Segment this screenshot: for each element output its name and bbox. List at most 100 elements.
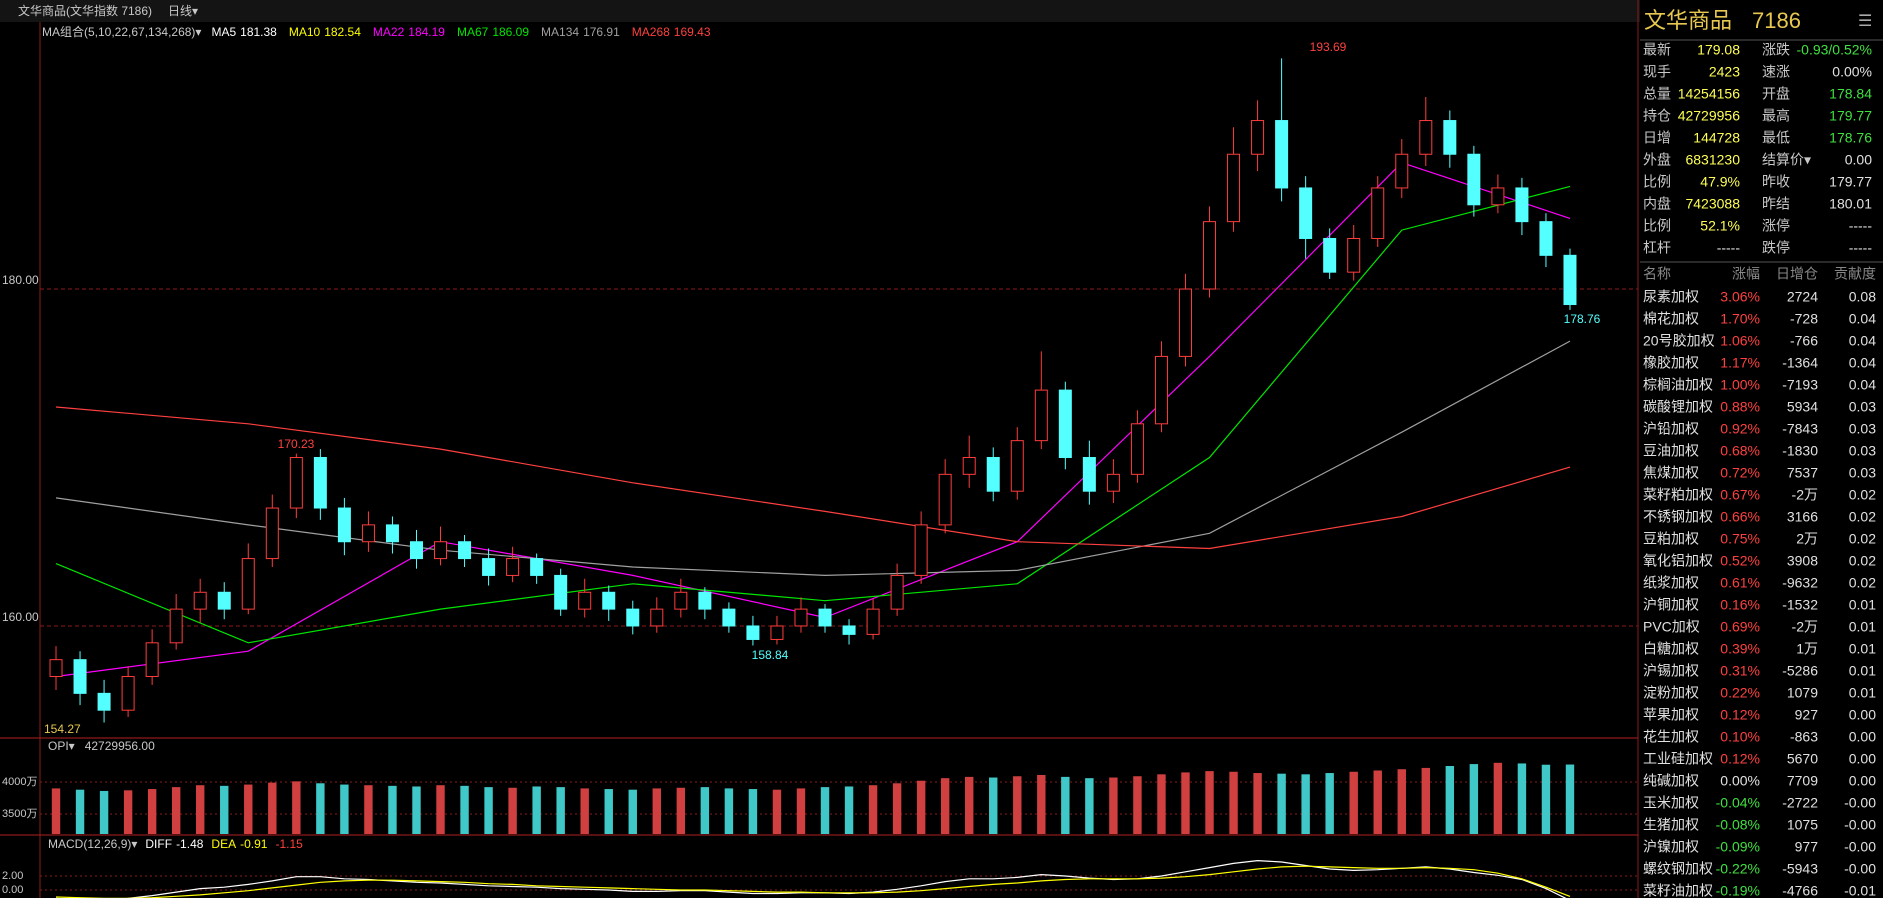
board-cell: 0.66% bbox=[1720, 509, 1760, 525]
top-bar bbox=[0, 0, 1640, 22]
board-cell: 5934 bbox=[1787, 399, 1818, 415]
candle-body bbox=[722, 608, 736, 627]
y-tick-label: 2.00 bbox=[2, 870, 23, 882]
quote-value: 180.01 bbox=[1829, 196, 1872, 212]
quote-label: 最低 bbox=[1762, 130, 1790, 146]
ma-legend-name: MA5 bbox=[211, 25, 236, 39]
opi-bar bbox=[1229, 771, 1238, 834]
board-cell: 0.00% bbox=[1720, 773, 1760, 789]
opi-bar bbox=[989, 777, 998, 834]
quote-label: 持仓 bbox=[1643, 108, 1671, 124]
candle-body bbox=[1082, 456, 1096, 492]
candle-body bbox=[1563, 254, 1577, 306]
board-cell: -2万 bbox=[1792, 619, 1818, 635]
quote-value: 179.77 bbox=[1829, 174, 1872, 190]
board-cell: -0.00 bbox=[1844, 795, 1876, 811]
board-cell: 2724 bbox=[1787, 289, 1818, 305]
candle-body bbox=[145, 642, 159, 678]
candle-body bbox=[1203, 221, 1217, 290]
board-cell: -728 bbox=[1790, 311, 1818, 327]
quote-label: 速涨 bbox=[1762, 64, 1790, 80]
opi-bar bbox=[484, 787, 493, 834]
board-cell: 1万 bbox=[1796, 641, 1818, 657]
candle-body bbox=[1130, 423, 1144, 475]
board-cell: 0.67% bbox=[1720, 487, 1760, 503]
candle-body bbox=[698, 591, 712, 610]
candle-body bbox=[97, 692, 111, 711]
quote-label: 开盘 bbox=[1762, 86, 1790, 102]
macd-legend-name: DIFF bbox=[145, 837, 172, 851]
y-tick-label: 0.00 bbox=[2, 884, 23, 896]
opi-bar bbox=[820, 787, 830, 834]
macd-line bbox=[55, 865, 1571, 898]
board-cell: 0.01 bbox=[1849, 685, 1876, 701]
board-cell: 0.03 bbox=[1849, 465, 1876, 481]
board-cell: 927 bbox=[1795, 707, 1819, 723]
macd-legend-value: -1.48 bbox=[176, 837, 204, 851]
candle-body bbox=[530, 558, 544, 576]
candle-body bbox=[650, 608, 664, 627]
window-title: 文华商品(文华指数 7186) bbox=[18, 3, 152, 18]
candle-body bbox=[986, 456, 1000, 492]
board-name: 玉米加权 bbox=[1643, 795, 1699, 811]
candle-body bbox=[337, 507, 351, 543]
board-cell: 0.02 bbox=[1849, 487, 1876, 503]
candle-body bbox=[818, 608, 832, 627]
quote-label: 最高 bbox=[1762, 108, 1790, 124]
candle-body bbox=[770, 625, 784, 640]
board-cell: 3908 bbox=[1787, 553, 1818, 569]
ma-legend-name: MA67 bbox=[457, 25, 489, 39]
board-header: 日增仓 bbox=[1776, 266, 1818, 282]
opi-bar bbox=[652, 788, 662, 834]
quote-value: -0.93/0.52% bbox=[1797, 42, 1873, 58]
board-cell: -7193 bbox=[1782, 377, 1818, 393]
opi-bar bbox=[868, 785, 878, 834]
quote-label: 昨结 bbox=[1762, 196, 1790, 212]
board-name: 橡胶加权 bbox=[1643, 355, 1699, 371]
quote-value: 178.76 bbox=[1829, 130, 1872, 146]
board-cell: -1364 bbox=[1782, 355, 1818, 371]
board-cell: 2万 bbox=[1796, 531, 1818, 547]
quote-label: 涨停 bbox=[1762, 218, 1790, 234]
candle-body bbox=[121, 676, 135, 711]
quote-value: 52.1% bbox=[1700, 218, 1740, 234]
opi-bar bbox=[268, 782, 277, 834]
board-cell: -7843 bbox=[1782, 421, 1818, 437]
board-cell: 1.06% bbox=[1720, 333, 1760, 349]
candle-body bbox=[626, 608, 640, 627]
candle-body bbox=[1515, 187, 1529, 223]
quote-label: 结算价▾ bbox=[1762, 152, 1811, 168]
price-plot bbox=[49, 58, 1577, 723]
board-cell: -0.19% bbox=[1716, 883, 1760, 898]
board-name: 菜籽粕加权 bbox=[1643, 487, 1713, 503]
board-cell: 0.03 bbox=[1849, 421, 1876, 437]
candle-body bbox=[193, 591, 207, 610]
candle-body bbox=[409, 541, 423, 560]
ma-legend-value: 186.09 bbox=[492, 25, 529, 39]
opi-bar bbox=[388, 785, 397, 834]
board-cell: 1.70% bbox=[1720, 311, 1760, 327]
candle-body bbox=[578, 591, 592, 610]
board-cell: 0.00 bbox=[1849, 751, 1876, 767]
candle-body bbox=[962, 456, 976, 475]
period-selector[interactable]: 日线▾ bbox=[168, 4, 198, 18]
opi-bar bbox=[676, 787, 686, 834]
ma-legend-value: 176.91 bbox=[583, 25, 620, 39]
menu-icon[interactable]: ☰ bbox=[1858, 13, 1872, 30]
opi-bar bbox=[75, 789, 85, 834]
opi-bar bbox=[1421, 767, 1431, 834]
candle-body bbox=[385, 524, 399, 543]
board-name: 生猪加权 bbox=[1643, 817, 1699, 833]
candle-body bbox=[482, 558, 496, 576]
board-cell: -1532 bbox=[1782, 597, 1818, 613]
board-header: 名称 bbox=[1643, 266, 1671, 282]
board-name: 螺纹钢加权 bbox=[1643, 861, 1713, 877]
board-cell: 7709 bbox=[1787, 773, 1818, 789]
candle-body bbox=[1323, 237, 1337, 273]
candle-body bbox=[1491, 187, 1505, 206]
board-cell: 0.02 bbox=[1849, 575, 1876, 591]
opi-bar bbox=[604, 789, 613, 834]
quote-header bbox=[1640, 0, 1883, 40]
